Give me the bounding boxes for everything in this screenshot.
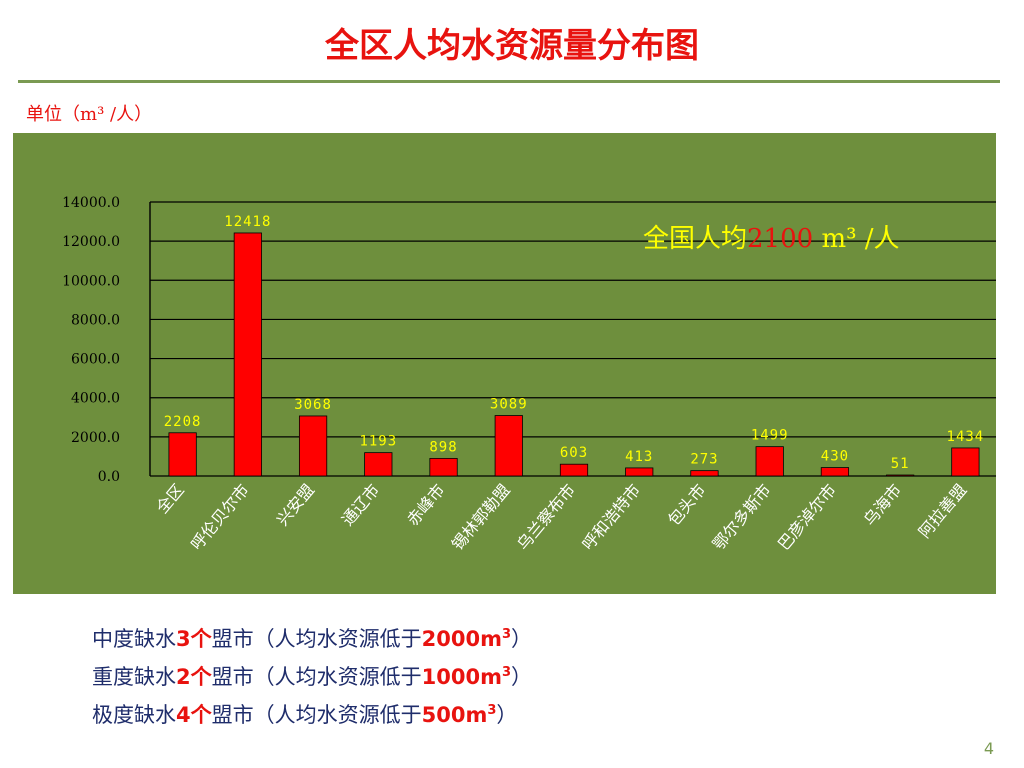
note-tail: ） xyxy=(511,627,533,651)
bar xyxy=(298,415,328,477)
data-label: 273 xyxy=(690,452,718,468)
x-tick-label: 全区 xyxy=(153,480,188,517)
note-mid: 盟市（人均水资源低于 xyxy=(211,665,422,689)
note-threshold: 500m xyxy=(421,703,488,727)
x-tick-label: 鄂尔多斯市 xyxy=(709,480,775,554)
note-mid: 盟市（人均水资源低于 xyxy=(211,703,422,727)
note-threshold: 1000m xyxy=(421,665,502,689)
title-divider xyxy=(18,80,1000,83)
bar xyxy=(625,467,654,477)
x-tick-label: 赤峰市 xyxy=(403,480,448,529)
y-tick-label: 14000.0 xyxy=(62,195,120,211)
annotation-prefix: 全国人均 xyxy=(643,224,748,254)
y-tick-label: 10000.0 xyxy=(62,273,120,289)
note-count: 4个 xyxy=(176,703,212,727)
bar xyxy=(494,415,523,477)
bar-chart: 0.0 2000.0 4000.0 6000.0 8000.0 10000.0 12000.… xyxy=(62,195,996,554)
annotation-unit: m³ /人 xyxy=(813,224,900,254)
data-label: 1193 xyxy=(359,434,397,450)
note-lead: 重度缺水 xyxy=(92,665,176,689)
bar xyxy=(559,463,589,477)
x-tick-label: 巴彦淖尔市 xyxy=(774,480,840,554)
bar xyxy=(429,458,458,477)
x-tick-label: 兴安盟 xyxy=(273,480,318,529)
data-label: 3068 xyxy=(294,397,332,413)
water-shortage-notes: 中度缺水3个盟市（人均水资源低于2000m3） 重度缺水2个盟市（人均水资源低于… xyxy=(92,616,532,730)
bar xyxy=(951,447,980,477)
note-lead: 极度缺水 xyxy=(92,703,176,727)
data-label: 603 xyxy=(560,445,588,461)
note-count: 3个 xyxy=(176,627,212,651)
x-tick-label: 乌兰察布市 xyxy=(513,480,579,554)
y-tick-label: 12000.0 xyxy=(62,234,120,250)
note-superscript: 3 xyxy=(487,703,497,718)
x-tick-label: 通辽市 xyxy=(338,480,383,529)
note-tail: ） xyxy=(511,665,533,689)
y-tick-label: 0.0 xyxy=(98,469,120,485)
x-tick-label: 阿拉善盟 xyxy=(915,480,971,541)
x-tick-label: 锡林郭勒盟 xyxy=(448,480,514,554)
y-tick-label: 6000.0 xyxy=(71,352,120,368)
bar xyxy=(168,432,197,477)
note-mid: 盟市（人均水资源低于 xyxy=(211,627,422,651)
note-superscript: 3 xyxy=(501,627,512,642)
note-extreme-shortage: 极度缺水4个盟市（人均水资源低于500m3） xyxy=(92,692,532,730)
data-label: 430 xyxy=(821,449,849,465)
data-label: 413 xyxy=(625,449,653,465)
data-label: 2208 xyxy=(164,414,202,430)
x-tick-label: 呼和浩特市 xyxy=(578,480,644,554)
annotation-value: 2100 xyxy=(747,224,814,254)
note-moderate-shortage: 中度缺水3个盟市（人均水资源低于2000m3） xyxy=(92,616,532,654)
bar xyxy=(233,232,262,477)
data-label: 1499 xyxy=(751,428,789,444)
bar xyxy=(690,470,719,477)
national-average-annotation: 全国人均2100 m³ /人 xyxy=(643,218,900,255)
x-tick-label: 乌海市 xyxy=(860,480,905,529)
note-severe-shortage: 重度缺水2个盟市（人均水资源低于1000m3） xyxy=(92,654,532,692)
y-tick-label: 4000.0 xyxy=(71,391,120,407)
note-count: 2个 xyxy=(176,665,212,689)
y-tick-label: 8000.0 xyxy=(71,312,120,328)
unit-label: 单位（m³ /人） xyxy=(26,104,153,125)
chart-panel: 0.0 2000.0 4000.0 6000.0 8000.0 10000.0 12000.… xyxy=(13,133,996,594)
data-label: 1434 xyxy=(947,429,985,445)
x-tick-label: 呼伦贝尔市 xyxy=(187,480,253,554)
note-tail: ） xyxy=(496,703,518,727)
y-tick-label: 2000.0 xyxy=(71,430,120,446)
note-threshold: 2000m xyxy=(421,627,502,651)
slide-title: 全区人均水资源量分布图 xyxy=(325,26,699,66)
bar xyxy=(755,446,784,477)
page-number: 4 xyxy=(983,739,994,758)
note-superscript: 3 xyxy=(501,665,512,680)
bar xyxy=(364,452,393,477)
data-label: 12418 xyxy=(224,214,271,230)
data-label: 3089 xyxy=(490,397,528,413)
x-tick-label: 包头市 xyxy=(664,480,709,529)
data-label: 898 xyxy=(429,439,457,455)
bar xyxy=(820,467,850,477)
note-lead: 中度缺水 xyxy=(92,627,176,651)
bar xyxy=(886,474,915,477)
data-label: 51 xyxy=(891,456,910,472)
